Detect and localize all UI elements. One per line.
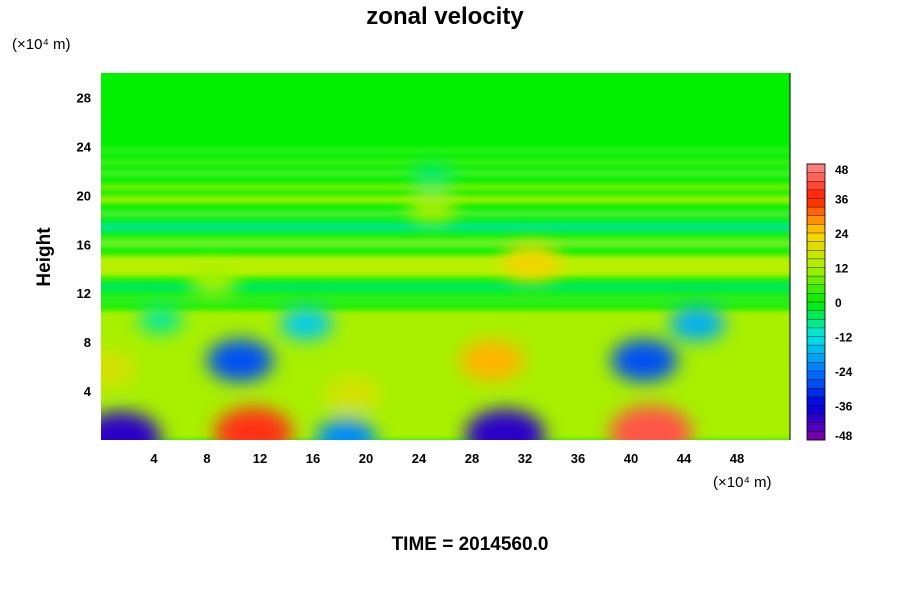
x-tick-label: 36: [571, 451, 585, 466]
field-feature-14: [501, 243, 562, 282]
field-feature-3: [465, 409, 546, 440]
colorbar-segment: [807, 336, 825, 346]
colorbar-segment: [807, 189, 825, 199]
y-tick-labels: 4 8 12 16 20 24 28: [77, 90, 92, 399]
colorbar-segment: [807, 241, 825, 251]
y-tick-label: 20: [77, 188, 91, 203]
colorbar-segment: [807, 276, 825, 286]
colorbar-segment: [807, 207, 825, 217]
field-feature-4: [609, 405, 692, 440]
y-tick-label: 28: [77, 90, 91, 105]
field-feature-11: [610, 339, 678, 382]
x-tick-label: 40: [624, 451, 638, 466]
colorbar-segment: [807, 215, 825, 225]
colorbar-segment: [807, 258, 825, 268]
colorbar-tick-label: -48: [835, 429, 853, 443]
colorbar-segment: [807, 362, 825, 372]
colorbar-segment: [807, 371, 825, 380]
colorbar-segment: [807, 284, 825, 294]
y-axis-label: Height: [34, 227, 55, 287]
colorbar-segment: [807, 422, 825, 432]
colorbar-segment: [807, 396, 825, 406]
x-tick-label: 4: [150, 451, 158, 466]
colorbar-segment: [807, 353, 825, 363]
x-tick-label: 24: [412, 451, 427, 466]
y-tick-label: 4: [84, 384, 92, 399]
colorbar-segment: [807, 379, 825, 389]
x-tick-labels: 4 8 12 16 20 24 28 32 36 40 44 48: [150, 451, 744, 466]
colorbar-segment: [807, 224, 825, 234]
x-tick-label: 48: [730, 451, 744, 466]
field-feature-12: [669, 306, 726, 341]
colorbar-segment: [807, 164, 825, 173]
field-feature-17: [410, 164, 454, 190]
y-tick-label: 12: [77, 286, 91, 301]
x-tick-label: 20: [359, 451, 373, 466]
field-feature-13: [758, 339, 790, 370]
colorbar-segment: [807, 405, 825, 415]
colorbar-segment: [807, 250, 825, 260]
field-feature-8: [280, 307, 333, 340]
x-tick-label: 44: [677, 451, 692, 466]
colorbar-tick-label: -12: [835, 331, 853, 345]
field-feature-6: [138, 306, 184, 334]
x-tick-label: 8: [203, 451, 210, 466]
heatmap-plot-area: [101, 73, 791, 440]
x-tick-label: 32: [518, 451, 532, 466]
colorbar-segment: [807, 293, 825, 303]
colorbar-tick-label: 36: [835, 193, 849, 207]
colorbar-tick-label: -36: [835, 400, 853, 414]
colorbar-segment: [807, 327, 825, 337]
field-features: [101, 164, 790, 440]
field-feature-15: [189, 266, 239, 296]
colorbar-segment: [807, 172, 825, 182]
colorbar-tick-label: -24: [835, 365, 853, 379]
x-tick-label: 16: [306, 451, 320, 466]
x-unit-label: (×10⁴ m): [713, 474, 772, 491]
colorbar-frame: [806, 163, 826, 441]
y-tick-label: 16: [77, 237, 91, 252]
colorbar-segment: [807, 198, 825, 208]
field-feature-5: [101, 351, 136, 387]
field-feature-1: [214, 407, 293, 440]
x-tick-label: 28: [465, 451, 479, 466]
x-tick-label: 12: [253, 451, 267, 466]
field-feature-0: [101, 411, 161, 440]
colorbar-tick-label: 24: [835, 227, 849, 241]
colorbar-segment: [807, 310, 825, 320]
colorbar-segment: [807, 431, 825, 441]
y-unit-label: (×10⁴ m): [12, 36, 71, 53]
colorbar-segment: [807, 267, 825, 277]
chart-title: zonal velocity: [366, 3, 524, 30]
y-tick-label: 8: [84, 335, 91, 350]
colorbar-segment: [807, 414, 825, 424]
colorbar-segment: [807, 319, 825, 329]
field-feature-16: [407, 192, 457, 223]
colorbar-tick-label: 48: [835, 163, 849, 177]
colorbar-segment: [807, 345, 825, 355]
colorbar: 48 36 24 12 0 -12 -24 -36 -48: [806, 163, 853, 443]
colorbar-tick-label: 0: [835, 296, 842, 310]
colorbar-tick-label: 12: [835, 262, 849, 276]
colorbar-segment: [807, 181, 825, 191]
colorbar-segment: [807, 302, 825, 311]
time-label: TIME = 2014560.0: [392, 534, 549, 555]
field-feature-2: [316, 418, 377, 440]
field-feature-9: [324, 376, 381, 411]
y-tick-label: 24: [77, 139, 92, 154]
colorbar-segment: [807, 388, 825, 398]
field-feature-10: [459, 340, 525, 381]
colorbar-segment: [807, 233, 825, 242]
field-feature-7: [206, 339, 274, 382]
